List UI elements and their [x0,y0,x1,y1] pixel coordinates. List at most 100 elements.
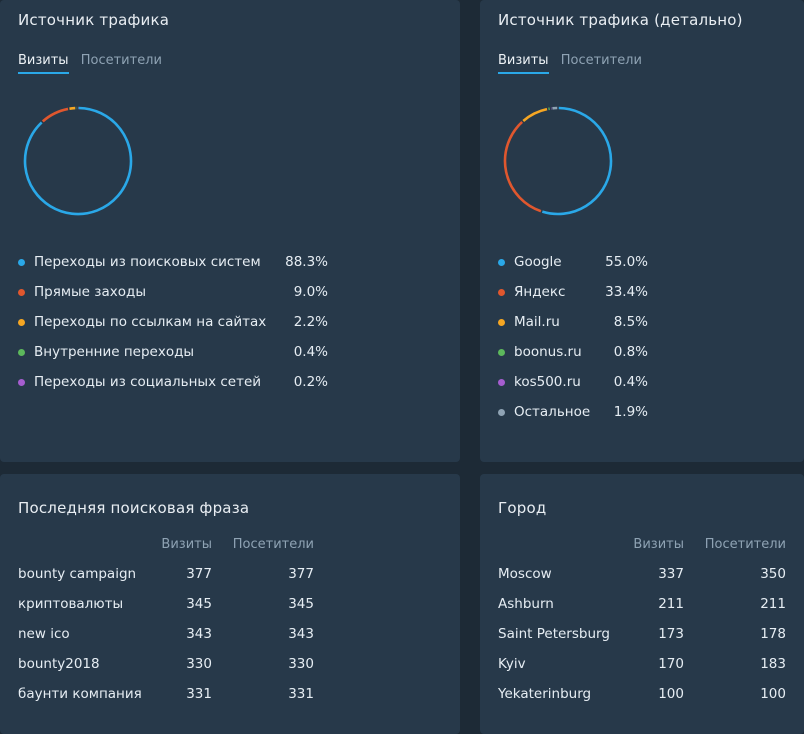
table-row[interactable]: Saint Petersburg 173 178 [498,624,786,654]
table-row[interactable]: bounty campaign 377 377 [18,564,314,594]
legend-percent: 0.8% [598,342,648,362]
legend-label: kos500.ru [514,372,581,392]
legend-percent: 88.3% [278,252,328,272]
panel-title: Город [498,499,546,517]
column-header-visits: Визиты [598,537,684,552]
visits-cell: 170 [598,654,684,674]
legend-label: boonus.ru [514,342,582,362]
legend-label: Переходы из социальных сетей [34,372,261,392]
traffic-detail-tabs: Визиты Посетители [498,53,650,74]
table-row[interactable]: new ico 343 343 [18,624,314,654]
city-cell: Saint Petersburg [498,624,610,644]
tab-visits[interactable]: Визиты [498,53,549,74]
donut-segment [542,108,611,214]
tab-visitors[interactable]: Посетители [81,53,162,72]
visits-cell: 343 [128,624,212,644]
donut-segment [69,108,75,109]
donut-segment [523,109,547,121]
legend-dot [498,349,505,356]
table-row[interactable]: криптовалюты 345 345 [18,594,314,624]
donut-segment [25,108,131,214]
visitors-cell: 100 [688,684,786,704]
visits-cell: 173 [598,624,684,644]
legend-dot [18,259,25,266]
legend-label: Google [514,252,562,272]
legend-dot [18,319,25,326]
visitors-cell: 183 [688,654,786,674]
visitors-cell: 350 [688,564,786,584]
legend-dot [18,349,25,356]
legend-percent: 9.0% [278,282,328,302]
traffic-tabs: Визиты Посетители [18,53,170,74]
donut-segment [43,109,68,121]
visits-cell: 337 [598,564,684,584]
legend-percent: 2.2% [278,312,328,332]
column-header-visitors: Посетители [218,537,314,552]
visits-cell: 377 [128,564,212,584]
tab-visitors[interactable]: Посетители [561,53,642,72]
visits-cell: 100 [598,684,684,704]
city-cell: Ashburn [498,594,554,614]
legend-percent: 0.4% [598,372,648,392]
visitors-cell: 345 [218,594,314,614]
legend-label: Прямые заходы [34,282,146,302]
table-row[interactable]: Ashburn 211 211 [498,594,786,624]
city-cell: Moscow [498,564,552,584]
table-row[interactable]: bounty2018 330 330 [18,654,314,684]
legend-dot [18,289,25,296]
visitors-cell: 377 [218,564,314,584]
traffic-source-panel: Источник трафика Визиты Посетители Перех… [0,0,460,462]
panel-title: Источник трафика (детально) [498,11,743,29]
phrase-cell: баунти компания [18,684,142,704]
search-phrase-panel: Последняя поисковая фраза Визиты Посетит… [0,474,460,734]
city-cell: Kyiv [498,654,526,674]
table-row[interactable]: Kyiv 170 183 [498,654,786,684]
legend-dot [498,379,505,386]
donut-segment [505,122,541,211]
table-row[interactable]: Moscow 337 350 [498,564,786,594]
visitors-cell: 330 [218,654,314,674]
column-header-visitors: Посетители [688,537,786,552]
legend-percent: 0.2% [278,372,328,392]
table-row[interactable]: Yekaterinburg 100 100 [498,684,786,714]
traffic-detail-panel: Источник трафика (детально) Визиты Посет… [480,0,804,462]
legend-percent: 1.9% [598,402,648,422]
legend-label: Остальное [514,402,590,422]
city-panel: Город Визиты Посетители Moscow 337 350 A… [480,474,804,734]
table-body: bounty campaign 377 377 криптовалюты 345… [18,564,314,714]
city-cell: Yekaterinburg [498,684,591,704]
panel-title: Последняя поисковая фраза [18,499,249,517]
table-body: Moscow 337 350 Ashburn 211 211 Saint Pet… [498,564,786,714]
traffic-detail-donut-chart [502,105,614,217]
legend-dot [498,319,505,326]
phrase-cell: bounty2018 [18,654,100,674]
traffic-donut-chart [22,105,134,217]
legend-label: Mail.ru [514,312,560,332]
phrase-cell: криптовалюты [18,594,123,614]
legend-percent: 8.5% [598,312,648,332]
legend-label: Внутренние переходы [34,342,194,362]
legend-dot [498,289,505,296]
visits-cell: 211 [598,594,684,614]
phrase-cell: bounty campaign [18,564,136,584]
phrase-cell: new ico [18,624,70,644]
legend-label: Переходы по ссылкам на сайтах [34,312,266,332]
legend-percent: 55.0% [598,252,648,272]
legend-percent: 0.4% [278,342,328,362]
panel-title: Источник трафика [18,11,169,29]
visitors-cell: 178 [688,624,786,644]
visits-cell: 345 [128,594,212,614]
visits-cell: 330 [128,654,212,674]
legend-percent: 33.4% [598,282,648,302]
visitors-cell: 211 [688,594,786,614]
table-row[interactable]: баунти компания 331 331 [18,684,314,714]
legend-dot [498,259,505,266]
visits-cell: 331 [128,684,212,704]
legend-dot [498,409,505,416]
visitors-cell: 331 [218,684,314,704]
column-header-visits: Визиты [128,537,212,552]
legend-label: Переходы из поисковых систем [34,252,261,272]
tab-visits[interactable]: Визиты [18,53,69,74]
legend-dot [18,379,25,386]
legend-label: Яндекс [514,282,565,302]
